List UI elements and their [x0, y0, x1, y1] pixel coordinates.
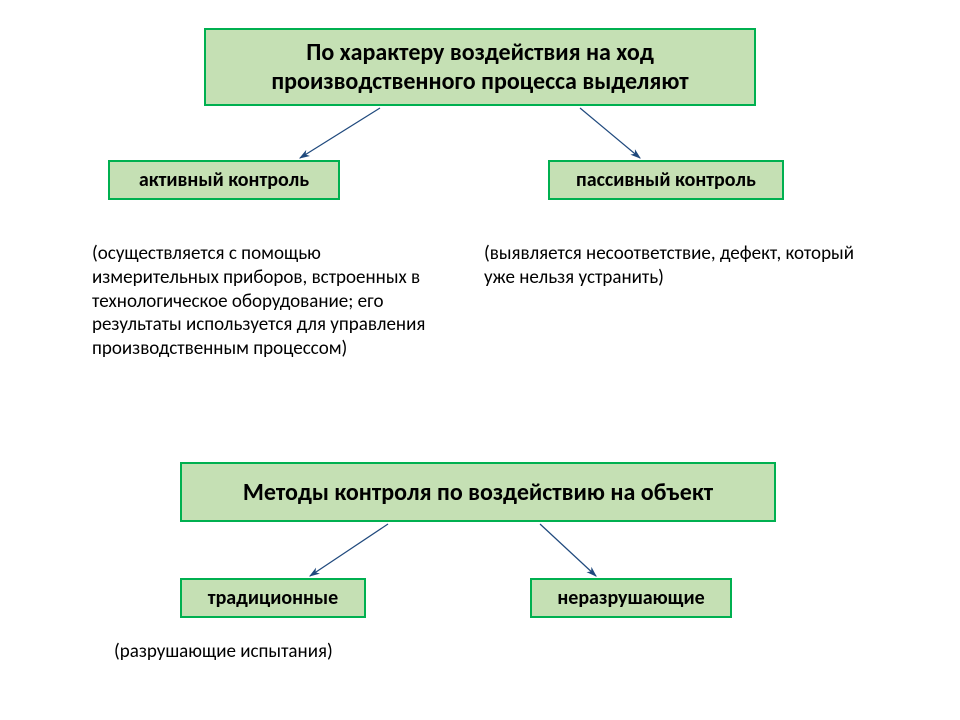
nondestructive-text: неразрушающие	[557, 586, 704, 610]
arrow-connector	[540, 524, 596, 576]
passive-control-box: пассивный контроль	[548, 160, 784, 200]
traditional-description: (разрушающие испытания)	[114, 640, 414, 664]
nondestructive-box: неразрушающие	[530, 578, 732, 618]
title-box-2-text: Методы контроля по воздействию на объект	[243, 478, 713, 507]
traditional-box: традиционные	[180, 578, 366, 618]
traditional-description-text: (разрушающие испытания)	[114, 640, 333, 663]
title-box-1: По характеру воздействия на ход производ…	[204, 28, 756, 106]
arrow-connector	[300, 108, 380, 158]
active-description: (осуществляется с помощью измерительных …	[92, 242, 432, 361]
active-description-text: (осуществляется с помощью измерительных …	[92, 242, 425, 360]
passive-description-text: (выявляется несоответствие, дефект, кото…	[484, 242, 854, 289]
passive-control-text: пассивный контроль	[576, 168, 756, 192]
title-box-1-text: По характеру воздействия на ход производ…	[216, 38, 744, 96]
passive-description: (выявляется несоответствие, дефект, кото…	[484, 242, 864, 290]
arrow-connector	[580, 108, 640, 158]
active-control-text: активный контроль	[139, 168, 309, 192]
traditional-text: традиционные	[208, 586, 338, 610]
active-control-box: активный контроль	[108, 160, 340, 200]
arrow-connector	[310, 524, 388, 576]
title-box-2: Методы контроля по воздействию на объект	[180, 462, 776, 522]
